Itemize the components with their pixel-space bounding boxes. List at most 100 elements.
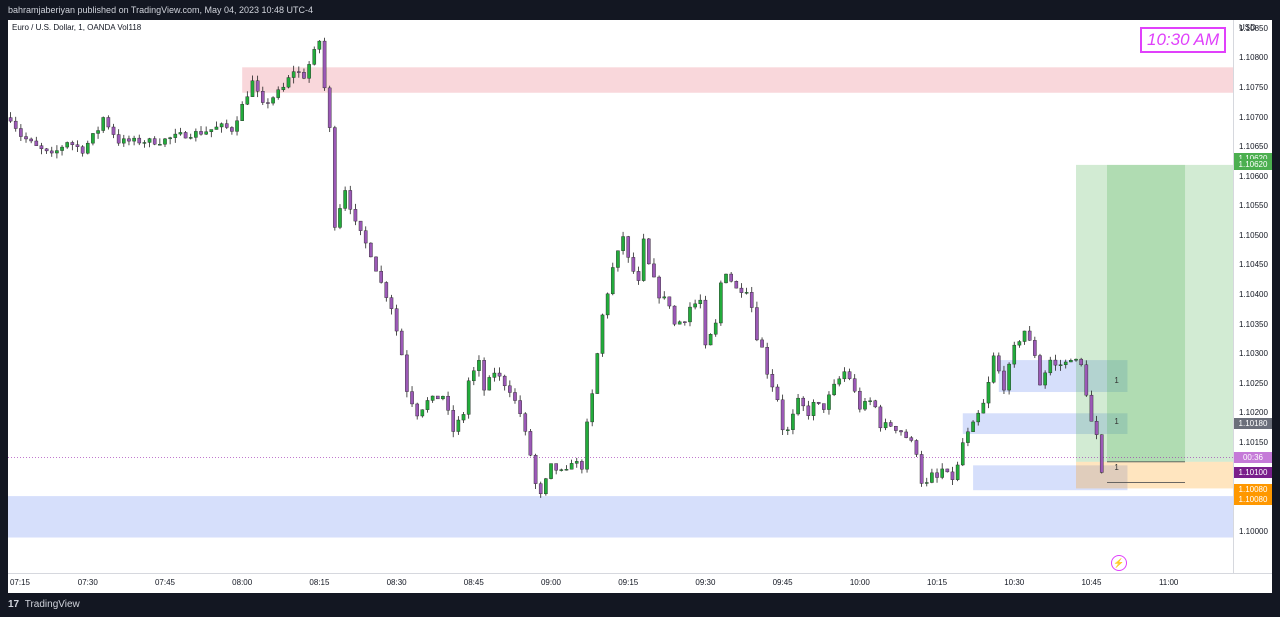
candle-body	[410, 391, 414, 405]
x-tick-label: 07:15	[9, 578, 31, 587]
candle-body	[549, 463, 553, 479]
candle-body	[631, 257, 636, 272]
candle-body	[1089, 394, 1094, 422]
x-tick-label: 09:00	[540, 578, 562, 587]
price-chart[interactable]	[8, 20, 1233, 573]
candle-body	[780, 399, 785, 431]
time-annotation: 10:30 AM	[1140, 27, 1227, 53]
candle-body	[652, 263, 656, 278]
candle-body	[60, 146, 64, 151]
y-tick-label: 1.10350	[1239, 319, 1268, 329]
candle-body	[523, 413, 528, 432]
candle-body	[127, 138, 131, 142]
y-tick-label: 1.10450	[1239, 260, 1268, 270]
candle-body	[219, 123, 224, 128]
candle-body	[487, 377, 492, 391]
candle-body	[1094, 421, 1099, 435]
candle-body	[297, 71, 301, 73]
candle-body	[322, 40, 327, 89]
tradingview-logo-icon: 17	[8, 599, 20, 610]
price-axis[interactable]: USD 1.10850 1.10800 1.10750 1.10700 1.10650 1…	[1233, 20, 1272, 573]
candle-body	[492, 372, 497, 378]
candle-body	[152, 138, 157, 145]
candle-body	[466, 380, 471, 415]
chart-pane[interactable]: Euro / U.S. Dollar, 1, OANDA Vol118 10:3…	[8, 20, 1233, 573]
candle-body	[327, 87, 332, 128]
candle-body	[91, 133, 95, 144]
y-tick-label: 1.10000	[1239, 526, 1268, 536]
candle-body	[235, 120, 239, 132]
candle-body	[430, 395, 435, 401]
candle-body	[199, 131, 203, 135]
candle-body	[425, 400, 430, 410]
candle-body	[122, 138, 126, 144]
candle-body	[158, 144, 162, 146]
candle-body	[930, 472, 934, 483]
candle-body	[966, 431, 970, 443]
brand-name: TradingView	[24, 599, 80, 610]
y-tick-label: 1.10550	[1239, 201, 1268, 211]
x-tick-label: 08:30	[386, 578, 407, 587]
candle-body	[863, 401, 867, 410]
candle-body	[976, 412, 981, 423]
candle-body	[538, 483, 543, 495]
candle-body	[847, 371, 852, 379]
demand-zone-3	[962, 413, 1128, 435]
candle-body	[703, 299, 708, 346]
y-tick-label: 1.10150	[1239, 437, 1268, 447]
candle-body	[477, 360, 481, 371]
candle-body	[1017, 341, 1022, 346]
zone-count-label: 1	[1114, 462, 1119, 472]
candle-body	[564, 469, 569, 471]
candle-body	[1027, 330, 1032, 341]
symbol-legend: Euro / U.S. Dollar, 1, OANDA Vol118	[12, 23, 142, 32]
candle-body	[168, 137, 172, 140]
candle-body	[250, 80, 255, 97]
candle-body	[101, 117, 106, 131]
candle-body	[605, 293, 610, 316]
y-tick-label: 1.10600	[1239, 171, 1268, 181]
y-tick-label: 1.10850	[1239, 23, 1268, 33]
x-tick-label: 08:15	[309, 578, 330, 587]
candle-body	[1084, 364, 1089, 396]
y-tick-label: 1.10300	[1239, 349, 1268, 359]
candle-body	[435, 395, 440, 400]
candle-body	[569, 463, 574, 470]
candle-body	[446, 395, 450, 411]
candle-body	[621, 236, 625, 251]
right-edge	[1272, 0, 1280, 617]
candle-body	[291, 71, 296, 78]
y-tick-label: 1.10200	[1239, 408, 1268, 418]
position-target-area	[1076, 164, 1233, 462]
tradingview-brand[interactable]: 17 TradingView	[8, 599, 80, 610]
candle-body	[24, 136, 28, 140]
candle-body	[142, 142, 147, 144]
candle-body	[230, 127, 234, 132]
candle-body	[785, 429, 790, 431]
candle-body	[353, 209, 358, 222]
candle-body	[693, 303, 697, 308]
zone-count-label: 1	[1114, 417, 1119, 427]
candle-body	[106, 117, 111, 128]
time-axis[interactable]: 07:15 07:30 07:45 08:00 08:15 08:30 08:45 09:00…	[8, 573, 1272, 593]
x-tick-label: 08:45	[463, 578, 484, 587]
lightning-icon[interactable]: ⚡	[1111, 555, 1127, 571]
candle-body	[919, 454, 924, 484]
candle-body	[343, 190, 347, 209]
candle-body	[70, 142, 75, 145]
candle-body	[559, 469, 564, 471]
candle-body	[209, 129, 214, 132]
candle-body	[1033, 340, 1037, 356]
candle-body	[85, 142, 90, 154]
candle-body	[338, 208, 342, 228]
candle-body	[806, 405, 811, 416]
price-tag: 1.10620	[1234, 153, 1272, 165]
candle-body	[333, 127, 337, 228]
demand-zone-2	[998, 360, 1128, 393]
candle-body	[502, 375, 507, 387]
candle-body	[894, 426, 898, 431]
candle-body	[955, 464, 960, 480]
candle-body	[363, 230, 368, 244]
candle-body	[842, 371, 847, 380]
candle-body	[991, 355, 996, 383]
